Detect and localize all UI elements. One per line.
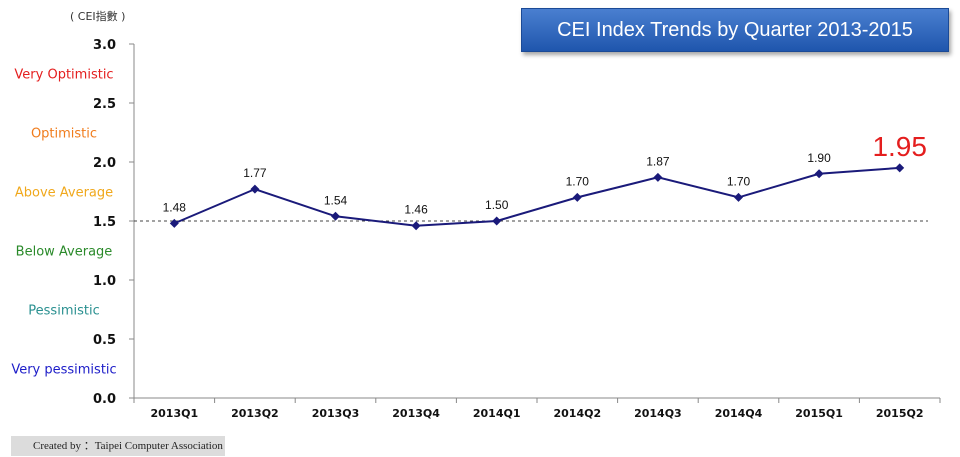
- x-tick-label: 2013Q2: [231, 407, 279, 420]
- data-point-marker: [169, 218, 179, 228]
- unit-label: ( CEI指數 ): [70, 10, 126, 23]
- data-label: 1.70: [566, 174, 590, 188]
- series-line: [173, 166, 900, 227]
- zone-label: Optimistic: [31, 127, 97, 142]
- x-tick-label: 2015Q1: [795, 407, 843, 420]
- y-tick-label: 2.5: [93, 97, 116, 112]
- x-tick-label: 2014Q3: [634, 407, 682, 420]
- data-label-highlight: 1.95: [872, 131, 927, 162]
- data-label: 1.48: [163, 200, 187, 214]
- y-tick-label: 2.0: [93, 156, 116, 171]
- data-point-marker: [250, 184, 260, 194]
- zone-label: Very Optimistic: [14, 68, 113, 83]
- data-label: 1.70: [727, 174, 751, 188]
- data-point-marker: [411, 221, 421, 231]
- data-point-marker: [653, 172, 663, 182]
- chart-title: CEI Index Trends by Quarter 2013-2015: [521, 8, 949, 52]
- data-point-marker: [734, 192, 743, 202]
- data-point-marker: [895, 163, 905, 173]
- credit-label: Created by ：Taipei Computer Association: [11, 436, 225, 456]
- data-point-marker: [331, 211, 340, 221]
- x-tick-label: 2014Q2: [553, 407, 601, 420]
- data-label: 1.46: [404, 203, 428, 217]
- data-point-marker: [492, 216, 502, 226]
- zone-label: Pessimistic: [28, 304, 99, 319]
- data-label: 1.90: [807, 151, 831, 165]
- y-tick-label: 0.0: [93, 392, 116, 407]
- data-label: 1.87: [646, 154, 670, 168]
- data-label: 1.77: [243, 166, 267, 180]
- data-label: 1.50: [485, 198, 509, 212]
- y-tick-label: 1.5: [93, 215, 116, 230]
- x-tick-label: 2015Q2: [876, 407, 924, 420]
- zone-label: Below Average: [16, 245, 113, 260]
- data-point-marker: [814, 169, 824, 179]
- x-tick-label: 2013Q3: [312, 407, 360, 420]
- y-tick-label: 3.0: [93, 38, 116, 53]
- x-tick-label: 2014Q4: [715, 407, 763, 420]
- data-label: 1.54: [324, 193, 348, 207]
- zone-label: Above Average: [15, 186, 113, 201]
- y-tick-label: 0.5: [93, 333, 116, 348]
- x-tick-label: 2013Q4: [392, 407, 440, 420]
- x-tick-label: 2013Q1: [150, 407, 198, 420]
- data-point-marker: [572, 192, 582, 202]
- x-tick-label: 2014Q1: [473, 407, 521, 420]
- zone-label: Very pessimistic: [11, 363, 116, 378]
- y-tick-label: 1.0: [93, 274, 116, 289]
